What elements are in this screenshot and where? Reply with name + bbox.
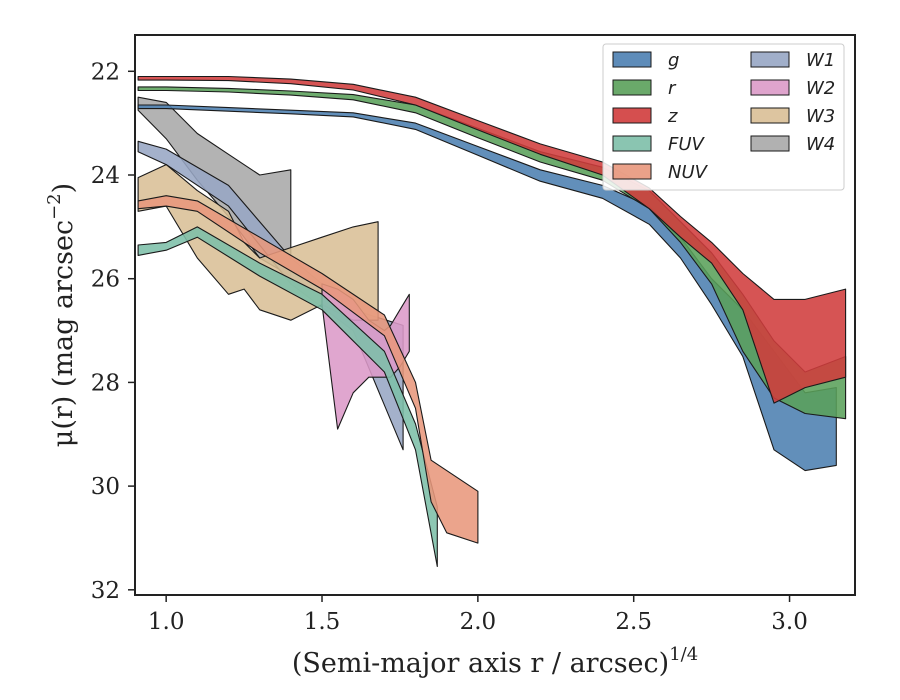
legend-swatch-fuv [612,135,652,152]
y-tick-label: 32 [91,578,120,604]
profile-bands [137,75,847,568]
legend-label-w4: W4 [806,134,835,155]
band-fuv [137,226,438,568]
x-tick-label: 2.0 [460,609,497,635]
y-tick-label: 30 [91,474,120,500]
legend-label-w1: W1 [806,50,835,71]
y-tick-label: 24 [91,163,120,189]
x-tick-label: 3.0 [771,609,808,635]
y-axis-ticks: 22 24 26 28 30 32 [91,59,135,604]
y-axis-label: μ(r) (mag arcsec−2) [44,183,79,447]
band-z [137,75,847,404]
y-tick-label: 22 [91,59,120,85]
y-axis-label-suffix: ) [48,183,79,194]
x-axis-label: (Semi-major axis r / arcsec)1/4 [292,644,698,679]
plot-frame [134,34,856,596]
legend: grz FUV NUV W1 W2 W3 W4 [602,43,845,191]
band-nuv [137,195,479,544]
legend-label-nuv: NUV [668,162,709,183]
legend-swatch-w1 [750,51,790,68]
legend-swatch-z [612,107,652,124]
legend-swatch-r [612,79,652,96]
legend-swatch-w3 [750,107,790,124]
x-tick-label: 2.5 [615,609,652,635]
x-axis-label-exponent: 1/4 [669,644,698,665]
legend-label-w2: W2 [806,78,835,99]
legend-label-z: z [667,106,678,127]
x-tick-label: 1.0 [148,609,185,635]
legend-label-r: r [668,78,677,99]
band-g [137,104,837,472]
legend-swatch-g [612,51,652,68]
x-tick-label: 1.5 [304,609,341,635]
legend-label-g: g [668,50,679,71]
y-tick-label: 26 [91,267,120,293]
legend-swatch-w2 [750,79,790,96]
legend-label-w3: W3 [806,106,835,127]
y-axis-label-exponent: −2 [44,193,65,220]
legend-label-fuv: FUV [668,134,706,155]
x-axis-ticks: 1.0 1.5 2.0 2.5 3.0 [148,595,808,635]
legend-swatch-nuv [612,163,652,180]
legend-swatch-w4 [750,135,790,152]
y-tick-label: 28 [91,370,120,396]
